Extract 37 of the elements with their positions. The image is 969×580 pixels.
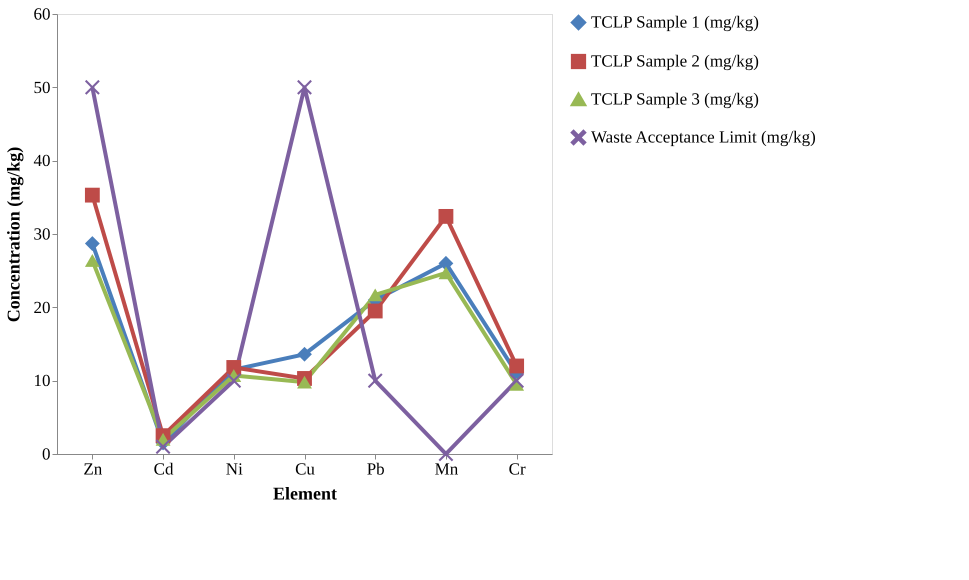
point	[297, 80, 312, 95]
y-axis-title: Concentration (mg/kg)	[4, 146, 24, 322]
x-tick-label: Cu	[295, 460, 316, 478]
legend-label: Waste Acceptance Limit (mg/kg)	[591, 128, 816, 146]
legend-label: TCLP Sample 1 (mg/kg)	[591, 12, 759, 32]
y-tick-label: 10	[34, 371, 50, 390]
legend-label: TCLP Sample 2 (mg/kg)	[591, 52, 759, 70]
legend-label: TCLP Sample 3 (mg/kg)	[591, 90, 759, 108]
x-tick-label: Zn	[83, 460, 103, 478]
point	[438, 208, 454, 224]
x-tick-label: Ni	[226, 460, 244, 478]
y-tick-label: 0	[42, 444, 50, 464]
point	[84, 254, 100, 267]
y-tick-label: 50	[34, 78, 50, 97]
point	[84, 236, 100, 251]
point	[368, 304, 383, 318]
point	[297, 376, 312, 389]
x-tick-label: Cd	[154, 460, 174, 478]
x-tick-label: Cr	[508, 460, 526, 478]
point	[156, 439, 170, 454]
point	[438, 266, 454, 280]
point	[84, 188, 100, 203]
point	[368, 373, 383, 388]
point	[509, 358, 524, 374]
y-tick-label: 30	[34, 224, 50, 244]
x-axis-title: Element	[273, 484, 337, 504]
point	[438, 256, 454, 271]
point	[297, 346, 312, 362]
point	[509, 373, 524, 388]
x-tick-label: Pb	[366, 460, 385, 478]
point	[84, 80, 100, 95]
y-tick-label: 60	[34, 4, 50, 24]
point	[368, 288, 383, 302]
point	[226, 373, 242, 388]
y-tick-label: 40	[34, 151, 50, 170]
y-tick-label: 20	[34, 298, 50, 317]
x-tick-label: Mn	[434, 460, 459, 478]
